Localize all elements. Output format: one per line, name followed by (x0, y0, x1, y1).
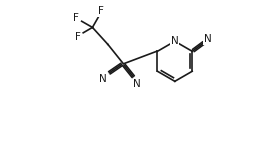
Text: N: N (99, 74, 107, 84)
Text: N: N (133, 79, 141, 89)
Text: F: F (73, 13, 79, 23)
Text: F: F (98, 6, 104, 16)
Text: N: N (171, 36, 179, 46)
Text: N: N (204, 34, 211, 44)
Text: F: F (75, 32, 81, 42)
